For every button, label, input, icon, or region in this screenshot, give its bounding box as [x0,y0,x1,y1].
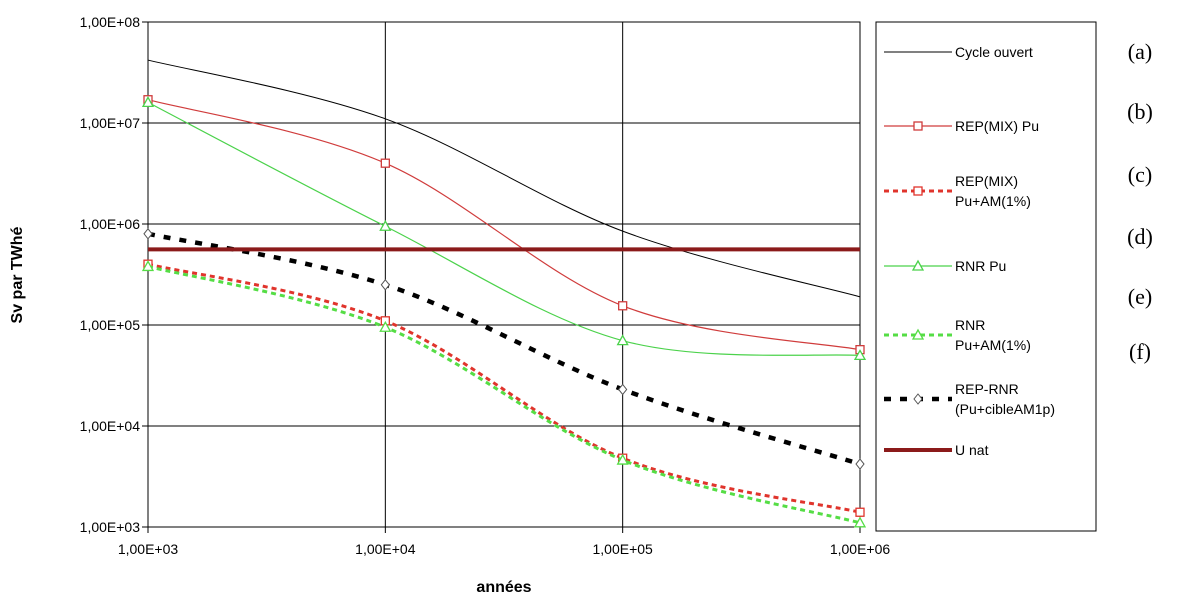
data-point [379,320,392,332]
data-point [380,158,390,168]
x-tick-label: 1,00E+06 [830,541,891,557]
y-tick-label: 1,00E+08 [80,14,141,30]
series-3 [141,96,867,361]
data-point [853,516,867,528]
x-tick-label: 1,00E+03 [118,541,179,557]
legend-swatch-marker [911,328,925,340]
legend-label: REP-RNR [955,381,1019,397]
y-tick-label: 1,00E+06 [80,216,141,232]
x-tick-label: 1,00E+05 [592,541,653,557]
legend-label: Pu+AM(1%) [955,337,1031,353]
legend-swatch-marker [913,186,923,196]
series-tag: (b) [1127,99,1153,124]
legend: Cycle ouvert REP(MIX) Pu REP(MIX) Pu+AM(1%)… [884,44,1055,458]
y-tick-label: 1,00E+04 [80,418,141,434]
series-tag: (f) [1129,339,1151,364]
y-tick-label: 1,00E+07 [80,115,141,131]
grid [142,21,861,533]
data-point [141,96,155,108]
legend-label: (Pu+cibleAM1p) [955,401,1055,417]
series-5 [143,227,865,470]
legend-item: Cycle ouvert [884,44,1033,60]
legend-swatch-marker [913,393,923,405]
legend-label: U nat [955,442,989,458]
y-tick-labels: 1,00E+03 1,00E+04 1,00E+05 1,00E+06 1,00E+07… [80,14,141,535]
series-line [147,59,861,298]
legend-item: RNR Pu+AM(1%) [884,317,1031,353]
x-tick-label: 1,00E+04 [355,541,416,557]
legend-label: REP(MIX) Pu [955,118,1039,134]
legend-label: RNR [955,317,985,333]
legend-item: RNR Pu [884,258,1006,274]
series-line [147,99,861,351]
x-axis-title: années [476,579,531,596]
data-point [616,453,629,465]
legend-label: Cycle ouvert [955,44,1033,60]
series-tag: (d) [1127,224,1153,249]
series-4 [141,260,867,528]
legend-label: Pu+AM(1%) [955,193,1031,209]
series-group [141,59,867,528]
series-0 [147,59,861,298]
legend-label: REP(MIX) [955,173,1018,189]
x-tick-labels: 1,00E+03 1,00E+04 1,00E+05 1,00E+06 [118,541,891,557]
data-point [380,279,390,291]
series-tag: (a) [1128,39,1152,64]
legend-item: REP(MIX) Pu+AM(1%) [884,173,1031,209]
legend-label: RNR Pu [955,258,1006,274]
data-point [855,507,865,517]
data-point [141,260,155,272]
series-tag: (e) [1128,284,1152,309]
series-line [147,262,861,514]
series-tag: (c) [1128,162,1152,187]
series-line [147,264,861,525]
series-tags: (a) (b) (c) (d) (e) (f) [1127,39,1153,364]
legend-swatch-marker [911,259,925,271]
data-point [143,227,153,240]
legend-swatch-marker [913,121,923,131]
data-point [853,349,867,361]
legend-box [875,21,1097,532]
legend-item: U nat [884,442,989,458]
y-tick-label: 1,00E+03 [80,519,141,535]
y-axis-title: Sv par TWhé [9,226,26,323]
data-point [616,334,629,346]
y-tick-label: 1,00E+05 [80,317,141,333]
data-point [379,219,392,231]
data-point [855,458,865,470]
legend-item: REP(MIX) Pu [884,118,1039,134]
data-point [618,301,628,311]
plot-area [147,21,861,528]
legend-item: REP-RNR (Pu+cibleAM1p) [884,381,1055,417]
series-line [147,231,861,467]
data-point [618,383,628,396]
series-line [147,101,861,357]
